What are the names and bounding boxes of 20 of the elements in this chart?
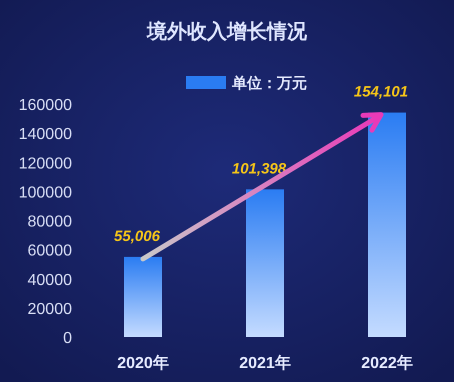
y-tick-label: 120000 [18,155,72,172]
bar [124,256,162,337]
y-tick-label: 20000 [28,300,72,318]
x-tick-label: 2020年 [117,354,169,372]
y-tick-label: 60000 [28,242,72,260]
y-tick-label: 140000 [18,126,72,144]
chart-title: 境外收入增长情况 [146,20,308,43]
x-tick-label: 2021年 [239,354,291,372]
y-tick-label: 160000 [18,97,72,114]
x-tick-label: 2022年 [361,354,413,372]
legend-label: 单位：万元 [231,75,307,92]
data-label: 154,101 [354,84,408,101]
bar [246,189,284,337]
y-tick-label: 100000 [18,184,72,202]
data-label: 101,398 [232,160,287,178]
data-label: 55,006 [114,228,161,245]
y-tick-label: 0 [63,330,72,347]
y-tick-label: 80000 [28,214,72,230]
bar [368,112,406,337]
y-tick-label: 40000 [28,272,72,289]
